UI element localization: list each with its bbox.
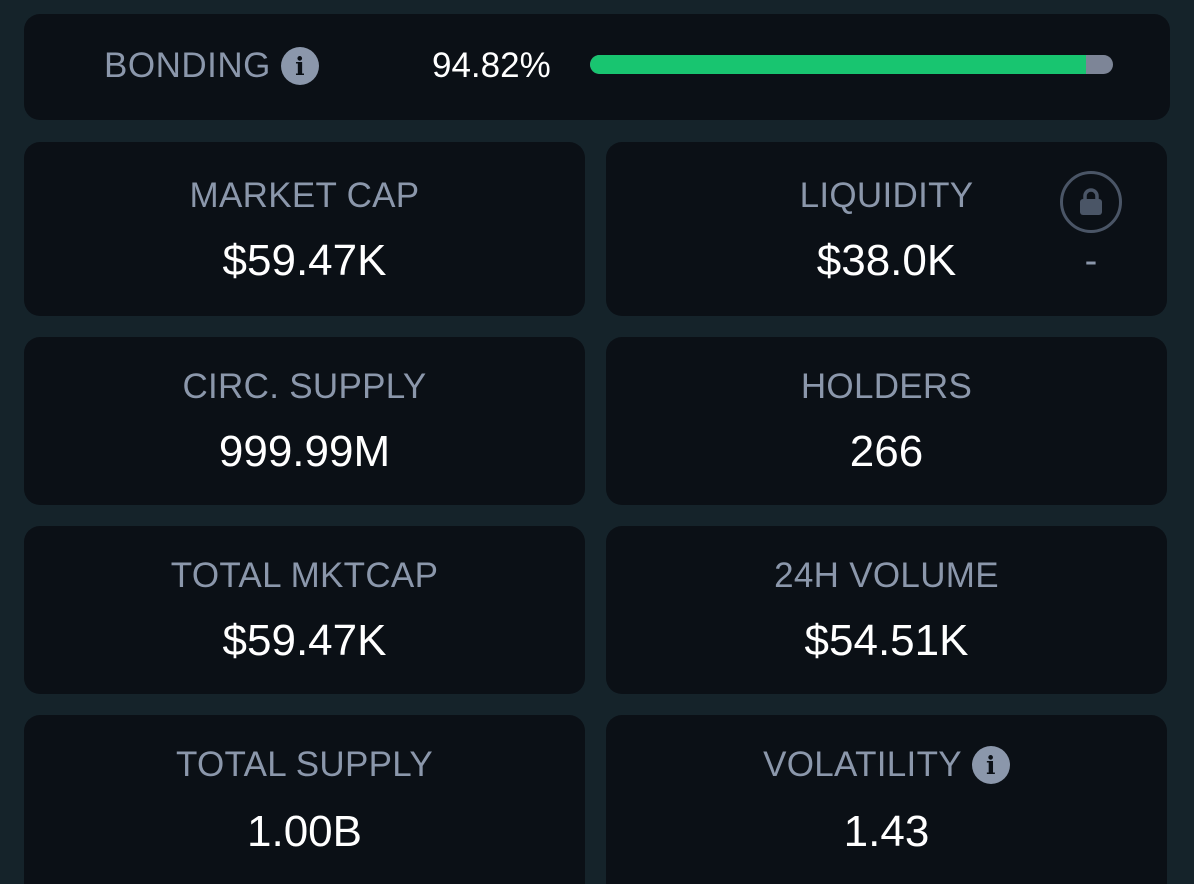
- liquidity-label: LIQUIDITY: [799, 176, 974, 215]
- lock-icon[interactable]: [1060, 171, 1122, 233]
- total-mktcap-label: TOTAL MKTCAP: [170, 556, 439, 595]
- holders-card: HOLDERS 266: [606, 337, 1167, 505]
- total-mktcap-card: TOTAL MKTCAP $59.47K: [24, 526, 585, 694]
- volatility-label: VOLATILITY: [763, 745, 962, 784]
- total-supply-label: TOTAL SUPPLY: [175, 745, 434, 784]
- market-cap-value: $59.47K: [222, 236, 387, 285]
- market-cap-card: MARKET CAP $59.47K: [24, 142, 585, 316]
- market-cap-label: MARKET CAP: [189, 176, 420, 215]
- info-icon[interactable]: i: [280, 47, 319, 85]
- lock-glyph: [1080, 188, 1102, 215]
- bonding-label: BONDING: [104, 46, 271, 85]
- bonding-progress-fill: [590, 55, 1086, 74]
- total-mktcap-value: $59.47K: [222, 616, 387, 665]
- circ-supply-label: CIRC. SUPPLY: [182, 367, 427, 406]
- total-supply-value: 1.00B: [247, 807, 362, 856]
- volume-24h-value: $54.51K: [804, 616, 969, 665]
- bonding-card: BONDING i 94.82%: [24, 14, 1170, 120]
- total-supply-card: TOTAL SUPPLY 1.00B: [24, 715, 585, 884]
- liquidity-card: LIQUIDITY $38.0K -: [606, 142, 1167, 316]
- liquidity-value: $38.0K: [816, 236, 957, 285]
- lock-value: -: [1084, 240, 1098, 282]
- info-icon[interactable]: i: [971, 746, 1010, 784]
- holders-value: 266: [849, 427, 924, 476]
- bonding-percent: 94.82%: [432, 46, 551, 85]
- volatility-value: 1.43: [843, 807, 930, 856]
- circ-supply-card: CIRC. SUPPLY 999.99M: [24, 337, 585, 505]
- volatility-card: VOLATILITY i 1.43: [606, 715, 1167, 884]
- bonding-label-group: BONDING i: [104, 46, 319, 86]
- volume-24h-card: 24H VOLUME $54.51K: [606, 526, 1167, 694]
- volatility-label-group: VOLATILITY i: [606, 745, 1167, 785]
- volume-24h-label: 24H VOLUME: [774, 556, 999, 595]
- circ-supply-value: 999.99M: [218, 427, 391, 476]
- holders-label: HOLDERS: [800, 367, 973, 406]
- bonding-progress-bar: [590, 55, 1113, 74]
